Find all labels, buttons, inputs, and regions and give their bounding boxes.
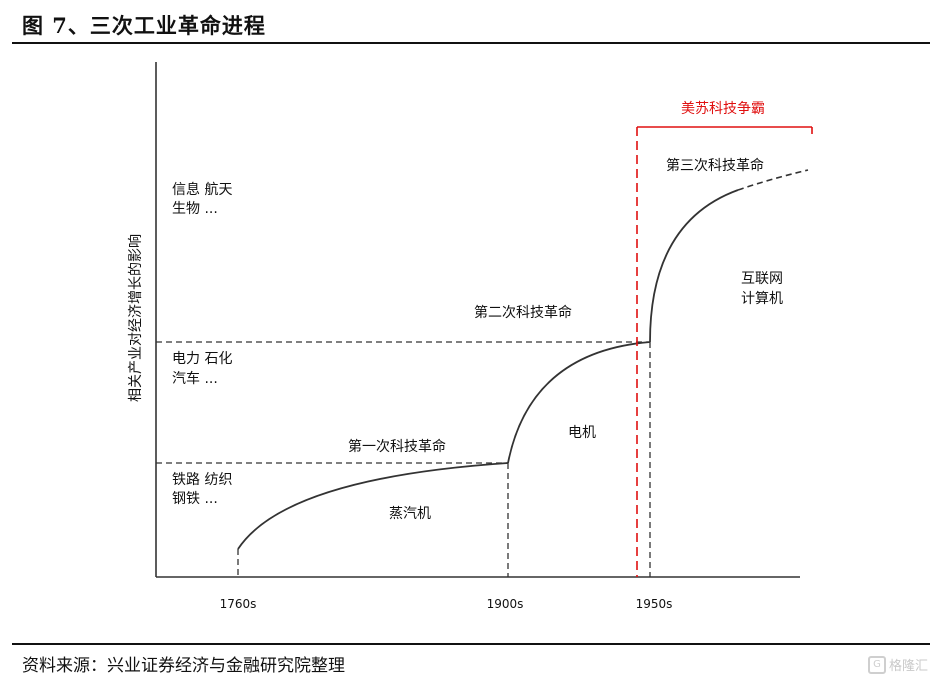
level-3-industries-line2: 生物 ...: [172, 201, 218, 217]
third-revolution-curve-extension: [737, 169, 809, 191]
series-3-label-line2: 计算机: [741, 291, 783, 307]
level-2-industries-line2: 汽车 ...: [172, 370, 218, 387]
level-1-industries-line1: 铁路 纺织: [172, 472, 232, 488]
source-note: 资料来源：兴业证券经济与金融研究院整理: [22, 656, 345, 676]
series-2-label: 电机: [568, 425, 596, 441]
series-1-label: 蒸汽机: [389, 506, 431, 522]
second-revolution-curve: [507, 341, 651, 464]
series-1-name: 第一次科技革命: [348, 438, 446, 455]
bottom-rule: [12, 643, 930, 645]
series-2-name: 第二次科技革命: [474, 304, 572, 321]
x-tick-label: 1900s: [487, 597, 524, 611]
x-tick-label: 1760s: [220, 597, 257, 611]
figure-title: 图 7、三次工业革命进程: [22, 13, 266, 38]
x-tick-label: 1950s: [636, 597, 673, 611]
highlight-label: 美苏科技争霸: [681, 101, 765, 117]
watermark-text: 格隆汇: [888, 659, 928, 674]
y-axis-label: 相关产业对经济增长的影响: [128, 234, 144, 402]
series-3-label-line1: 互联网: [741, 271, 783, 287]
series-3-name: 第三次科技革命: [666, 157, 764, 174]
first-revolution-curve: [237, 462, 509, 550]
chart: 相关产业对经济增长的影响 美苏科技争霸 第一次科技革命 第二次科技革命 第三次科…: [128, 62, 813, 611]
level-2-industries-line1: 电力 石化: [172, 351, 232, 367]
watermark-logo-icon: G: [867, 655, 886, 674]
top-rule: [12, 42, 930, 44]
watermark: G 格隆汇: [867, 655, 928, 674]
level-3-industries-line1: 信息 航天: [172, 181, 232, 198]
third-revolution-curve: [649, 189, 739, 343]
level-1-industries-line2: 钢铁 ...: [172, 491, 218, 507]
